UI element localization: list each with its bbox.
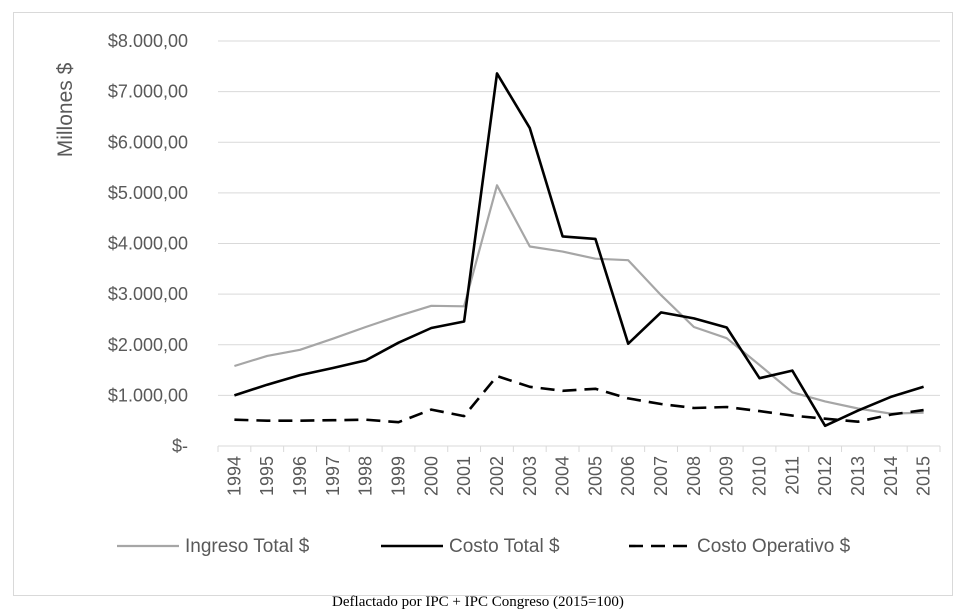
x-tick-label: 2009 [717,456,737,496]
x-tick-label: 2003 [520,456,540,496]
x-tick-label: 2007 [651,456,671,496]
series-line-costo-operativo [234,374,924,424]
x-tick-label: 2005 [585,456,605,496]
y-tick-label: $5.000,00 [108,183,188,203]
x-tick-label: 2002 [487,456,507,496]
y-tick-label: $6.000,00 [108,132,188,152]
x-tick-label: 2011 [782,456,802,495]
x-tick-label: 2012 [815,456,835,496]
x-tick-label: 1998 [356,456,376,496]
x-tick-label: 2010 [750,456,770,496]
x-tick-label: 2013 [848,456,868,496]
chart-caption: Deflactado por IPC + IPC Congreso (2015=… [332,594,624,610]
y-tick-label: $8.000,00 [108,31,188,51]
x-tick-label: 2001 [454,456,474,496]
legend-label: Costo Total $ [449,536,560,557]
series-line-ingreso-total [234,184,924,415]
series-line-costo-total [233,72,924,428]
x-tick-label: 1995 [257,456,277,496]
x-tick-label: 2006 [618,456,638,496]
x-tick-label: 2014 [881,456,901,496]
x-tick-label: 1999 [389,456,409,496]
x-tick-label: 2004 [553,456,573,496]
y-tick-label: $- [172,436,188,456]
legend: Ingreso Total $ Costo Total $ Costo Operat… [117,536,851,557]
x-axis-ticks: 1994 1995 1996 1997 1998 1999 2000 2001 2002 2003… [217,446,941,496]
x-tick-label: 1994 [224,456,244,496]
y-tick-label: $4.000,00 [108,234,188,254]
legend-label: Ingreso Total $ [185,536,310,557]
series-lines [233,72,924,428]
legend-label: Costo Operativo $ [697,536,851,557]
y-tick-label: $3.000,00 [108,284,188,304]
gridlines [218,40,940,396]
x-tick-label: 2000 [421,456,441,496]
y-tick-label: $1.000,00 [108,385,188,405]
x-tick-label: 1996 [290,456,310,496]
x-tick-label: 1997 [323,456,343,496]
y-axis-ticks: $- $1.000,00 $2.000,00 $3.000,00 $4.000,00 $5… [108,31,188,456]
y-tick-label: $2.000,00 [108,335,188,355]
x-tick-label: 2015 [914,456,934,496]
x-tick-label: 2008 [684,456,704,496]
y-axis-label: Millones $ [54,62,77,157]
y-tick-label: $7.000,00 [108,82,188,102]
chart-frame [13,12,953,596]
